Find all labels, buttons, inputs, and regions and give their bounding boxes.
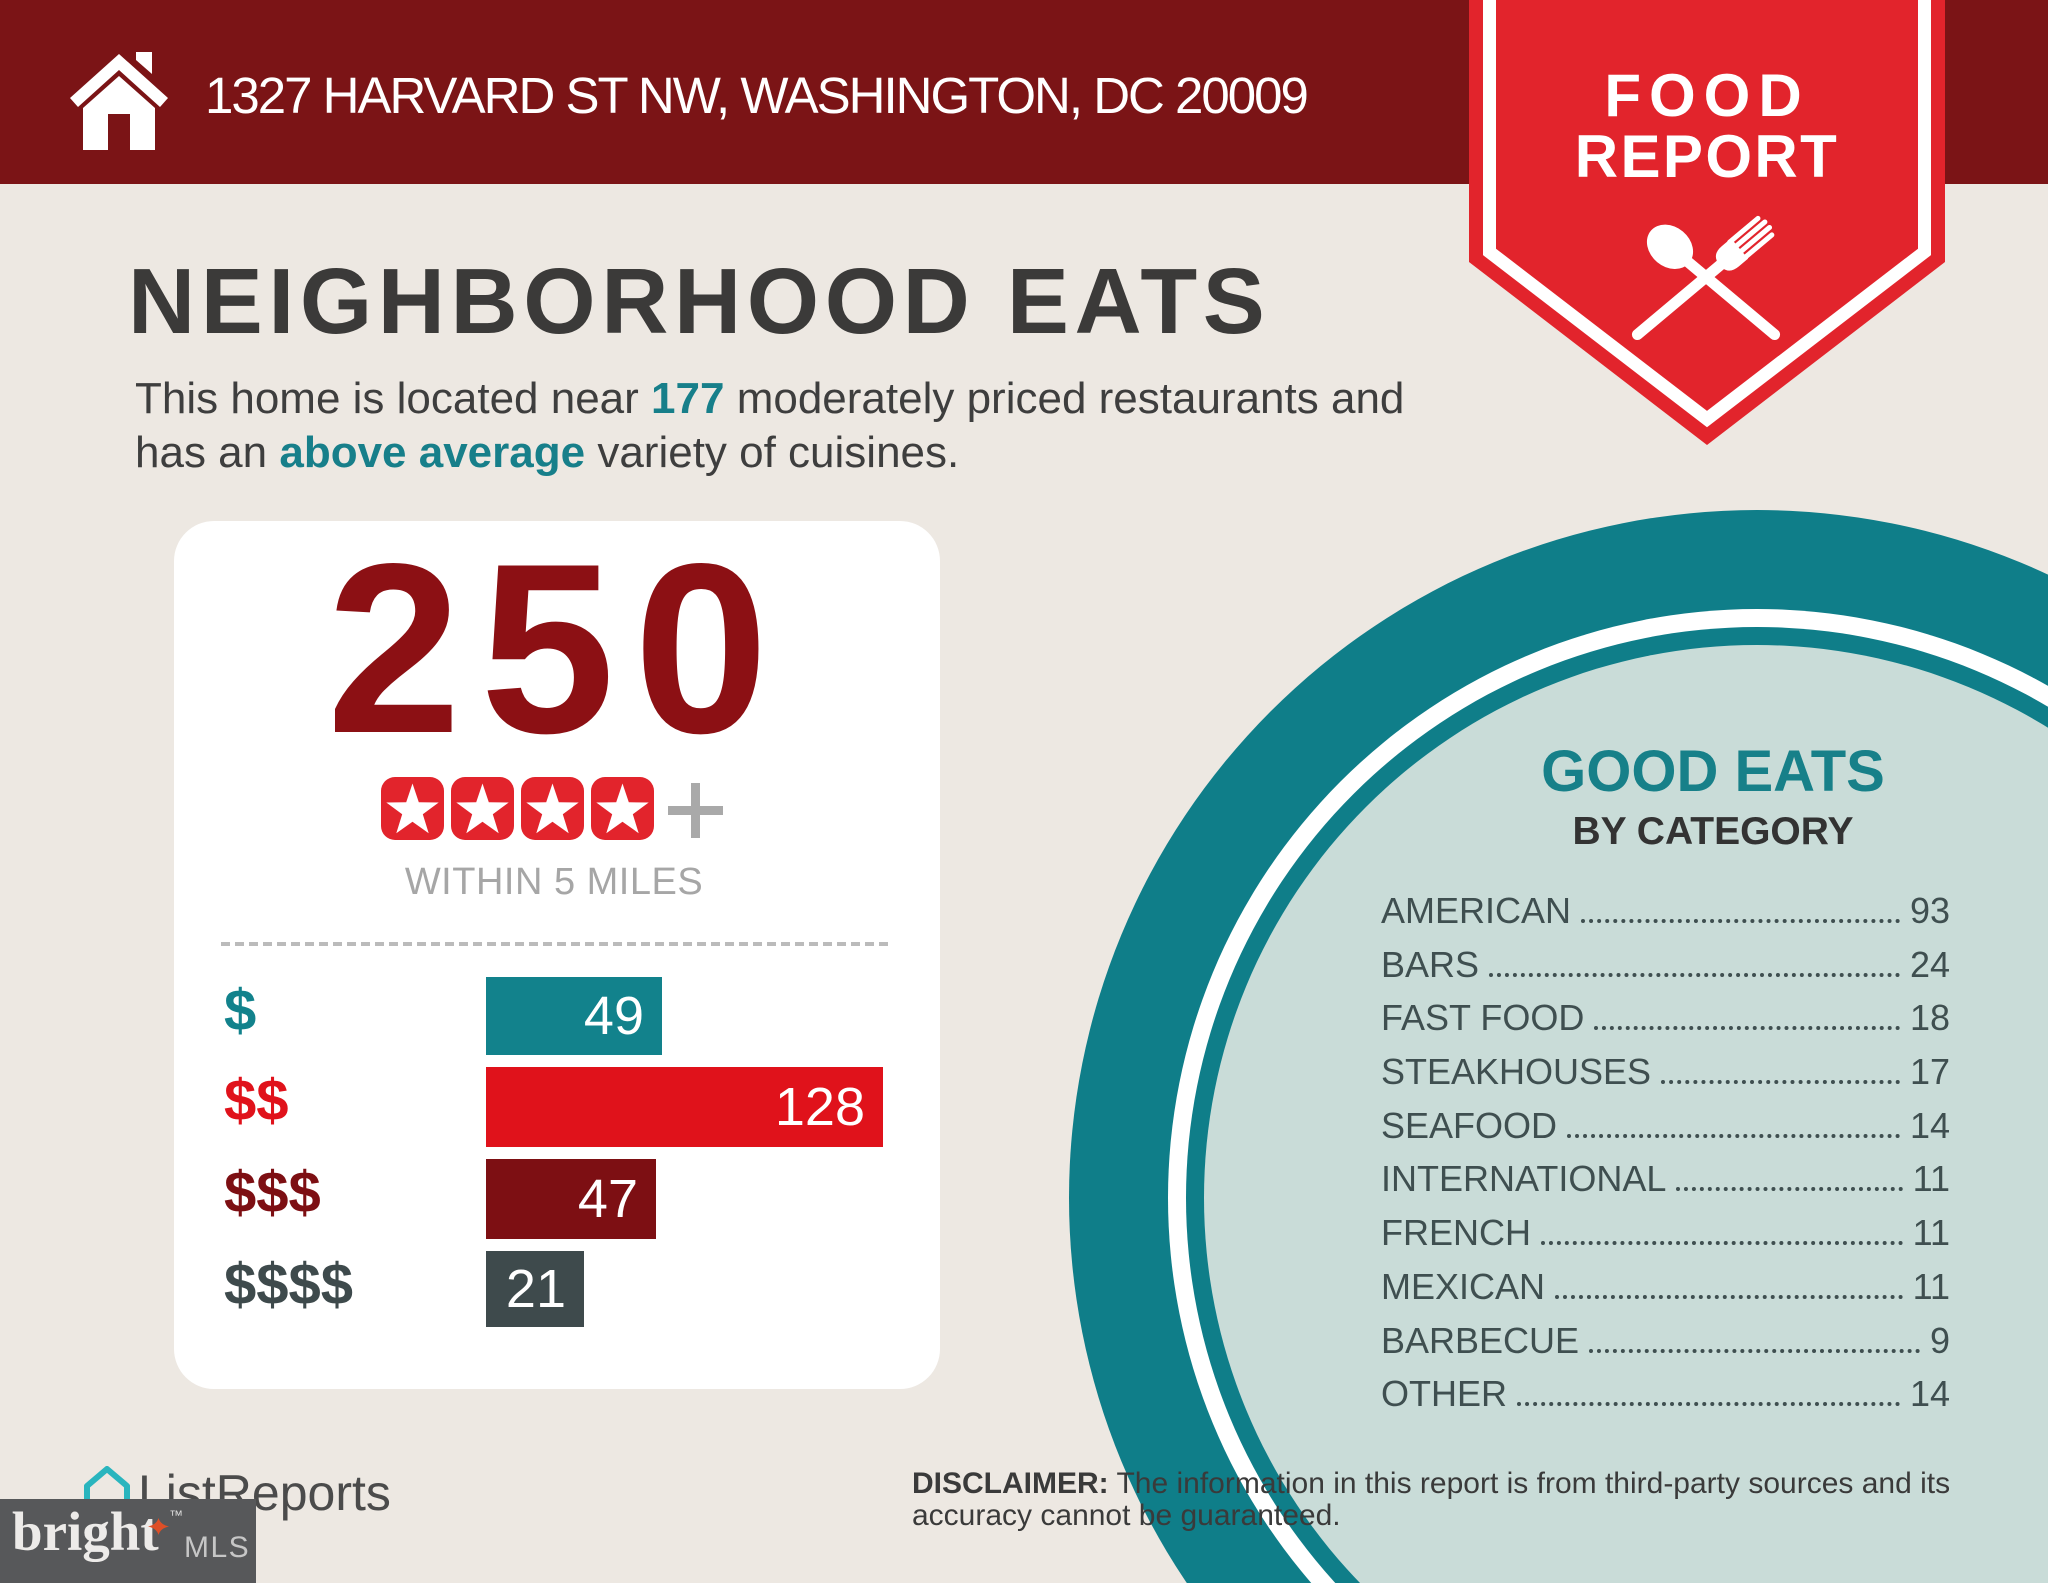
svg-text:REPORT: REPORT [1575, 123, 1839, 190]
svg-text:FOOD: FOOD [1604, 62, 1809, 129]
